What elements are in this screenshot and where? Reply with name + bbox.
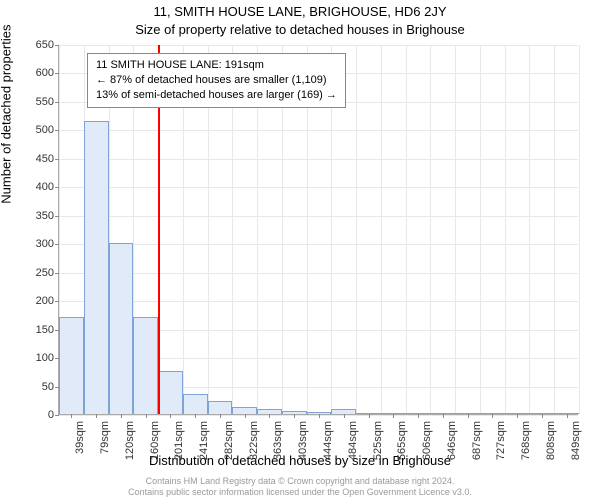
y-tick-label: 350 [0,210,54,222]
y-tick-label: 100 [0,352,54,364]
chart-container: 11, SMITH HOUSE LANE, BRIGHOUSE, HD6 2JY… [0,0,600,500]
x-tick-mark [96,414,97,418]
x-tick-mark [170,414,171,418]
x-tick-label: 687sqm [471,421,483,460]
y-tick-label: 550 [0,96,54,108]
x-tick-mark [146,414,147,418]
y-tick-label: 250 [0,267,54,279]
x-tick-mark [294,414,295,418]
x-tick-label: 565sqm [396,421,408,460]
x-tick-label: 646sqm [446,421,458,460]
y-tick-label: 150 [0,324,54,336]
y-tick-label: 400 [0,181,54,193]
x-tick-label: 727sqm [495,421,507,460]
annotation-line: 11 SMITH HOUSE LANE: 191sqm [96,58,337,73]
x-tick-label: 484sqm [347,421,359,460]
y-tick-label: 500 [0,124,54,136]
grid-line-v [505,45,506,414]
histogram-bar [183,394,208,414]
x-tick-label: 363sqm [272,421,284,460]
grid-line-h [59,273,578,274]
x-tick-mark [195,414,196,418]
y-tick-label: 450 [0,153,54,165]
histogram-bar [109,243,134,414]
x-tick-mark [542,414,543,418]
x-tick-label: 403sqm [297,421,309,460]
footer-line-1: Contains HM Land Registry data © Crown c… [0,476,600,487]
x-tick-mark [418,414,419,418]
y-tick-label: 0 [0,409,54,421]
histogram-bar [133,317,158,414]
x-tick-mark [443,414,444,418]
grid-line-v [430,45,431,414]
y-tick-label: 300 [0,238,54,250]
x-tick-mark [71,414,72,418]
chart-title-main: 11, SMITH HOUSE LANE, BRIGHOUSE, HD6 2JY [0,4,600,19]
grid-line-h [59,130,578,131]
x-tick-mark [468,414,469,418]
grid-line-v [406,45,407,414]
grid-line-h [59,216,578,217]
annotation-box: 11 SMITH HOUSE LANE: 191sqm← 87% of deta… [87,53,346,108]
x-tick-label: 768sqm [520,421,532,460]
grid-line-v [381,45,382,414]
footer-attribution: Contains HM Land Registry data © Crown c… [0,476,600,499]
x-tick-label: 201sqm [173,421,185,460]
x-tick-mark [517,414,518,418]
x-tick-label: 241sqm [198,421,210,460]
histogram-bar [232,407,257,414]
y-tick-mark [55,415,59,416]
grid-line-h [59,187,578,188]
grid-line-v [554,45,555,414]
grid-line-v [356,45,357,414]
histogram-bar [158,371,183,414]
grid-line-h [59,159,578,160]
x-tick-label: 808sqm [545,421,557,460]
x-tick-label: 282sqm [223,421,235,460]
x-tick-label: 39sqm [74,421,86,454]
x-tick-mark [344,414,345,418]
grid-line-v [480,45,481,414]
x-tick-label: 606sqm [421,421,433,460]
grid-line-h [59,244,578,245]
histogram-bar [84,121,109,414]
y-axis-label: Number of detached properties [0,25,14,204]
y-tick-label: 600 [0,67,54,79]
x-tick-label: 322sqm [248,421,260,460]
x-tick-mark [369,414,370,418]
histogram-bar [208,401,233,414]
annotation-line: 13% of semi-detached houses are larger (… [96,88,337,103]
chart-title-sub: Size of property relative to detached ho… [0,22,600,37]
y-tick-label: 650 [0,39,54,51]
grid-line-v [529,45,530,414]
x-tick-mark [492,414,493,418]
footer-line-2: Contains public sector information licen… [0,487,600,498]
histogram-bar [59,317,84,414]
x-tick-mark [269,414,270,418]
x-tick-mark [319,414,320,418]
annotation-line: ← 87% of detached houses are smaller (1,… [96,73,337,88]
x-tick-mark [245,414,246,418]
x-tick-label: 849sqm [570,421,582,460]
x-tick-mark [121,414,122,418]
x-tick-mark [393,414,394,418]
y-tick-label: 200 [0,295,54,307]
y-tick-label: 50 [0,381,54,393]
x-tick-label: 79sqm [99,421,111,454]
grid-line-v [455,45,456,414]
x-tick-label: 444sqm [322,421,334,460]
x-tick-label: 120sqm [124,421,136,460]
x-tick-label: 160sqm [149,421,161,460]
x-tick-label: 525sqm [372,421,384,460]
x-tick-mark [567,414,568,418]
x-tick-mark [220,414,221,418]
grid-line-h [59,301,578,302]
grid-line-h [59,45,578,46]
grid-line-v [579,45,580,414]
plot-area: 11 SMITH HOUSE LANE: 191sqm← 87% of deta… [58,45,578,415]
